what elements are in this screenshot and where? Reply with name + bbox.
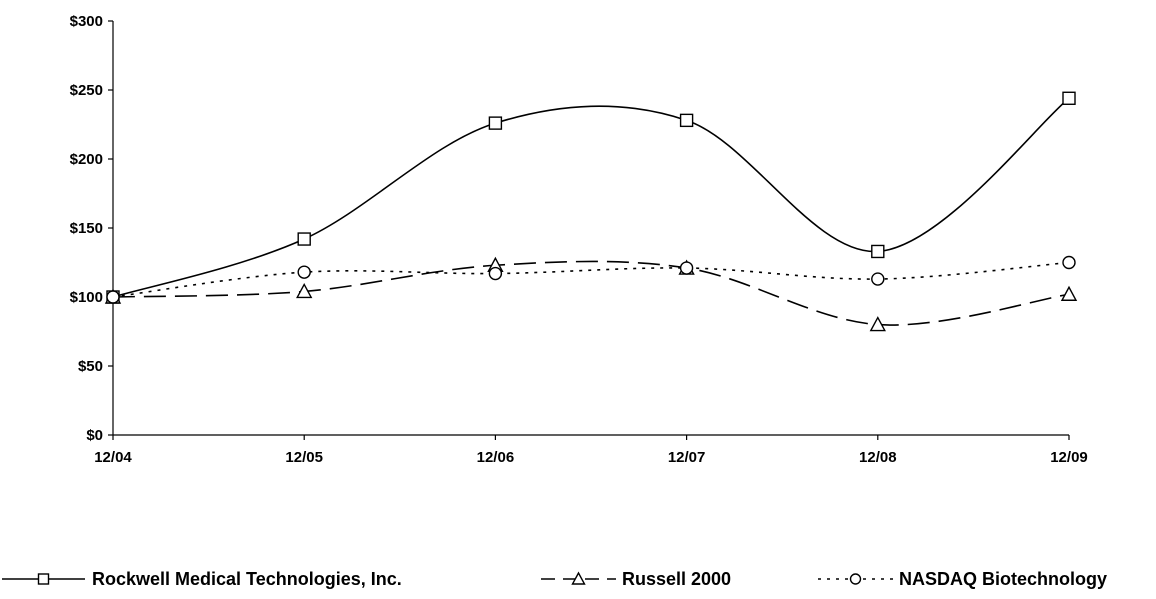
x-tick-label: 12/09 (1050, 449, 1088, 466)
y-tick-label: $100 (70, 289, 103, 306)
legend-label: Russell 2000 (622, 569, 731, 589)
y-tick-label: $150 (70, 220, 103, 237)
series-layer (104, 91, 1078, 332)
legend-item: Russell 2000 (541, 569, 731, 589)
y-tick-label: $0 (86, 427, 103, 444)
data-point-circle (871, 272, 885, 286)
legend-item: Rockwell Medical Technologies, Inc. (2, 569, 402, 589)
legend-item: NASDAQ Biotechnology (818, 569, 1107, 589)
data-point-triangle (869, 316, 886, 332)
legend-marker-circle (849, 573, 862, 585)
x-tick-label: 12/04 (94, 449, 132, 466)
data-point-square (871, 244, 885, 259)
data-point-circle (1062, 255, 1076, 270)
series-line-triangle (112, 260, 1070, 326)
legend-label: Rockwell Medical Technologies, Inc. (92, 569, 402, 589)
y-tick-label: $200 (70, 151, 103, 168)
data-point-circle (488, 266, 503, 281)
y-tick-label: $250 (70, 82, 103, 99)
data-point-circle (106, 290, 120, 304)
legend: Rockwell Medical Technologies, Inc. Russe… (2, 569, 1107, 589)
series-line-square (112, 97, 1070, 298)
legend-marker-square (37, 573, 50, 585)
series-line-circle (112, 261, 1070, 298)
data-point-square (297, 232, 311, 246)
x-tick-label: 12/07 (668, 449, 706, 466)
data-point-circle (297, 265, 311, 279)
legend-marker-triangle (571, 571, 586, 585)
y-tick-label: $50 (78, 358, 103, 375)
x-tick-label: 12/05 (285, 449, 323, 466)
legend-label: NASDAQ Biotechnology (899, 569, 1107, 589)
axes: $0 $50 $100 $150 $200 $250 $300 12/04 12/05 12/06… (70, 13, 1088, 466)
x-tick-label: 12/08 (859, 449, 897, 466)
data-point-square (679, 113, 694, 128)
data-point-triangle (296, 283, 313, 299)
x-tick-label: 12/06 (477, 449, 515, 466)
data-point-triangle (1060, 285, 1078, 301)
y-tick-label: $300 (70, 13, 103, 30)
data-point-circle (679, 261, 694, 275)
data-point-square (1062, 91, 1076, 105)
data-point-square (488, 116, 503, 130)
